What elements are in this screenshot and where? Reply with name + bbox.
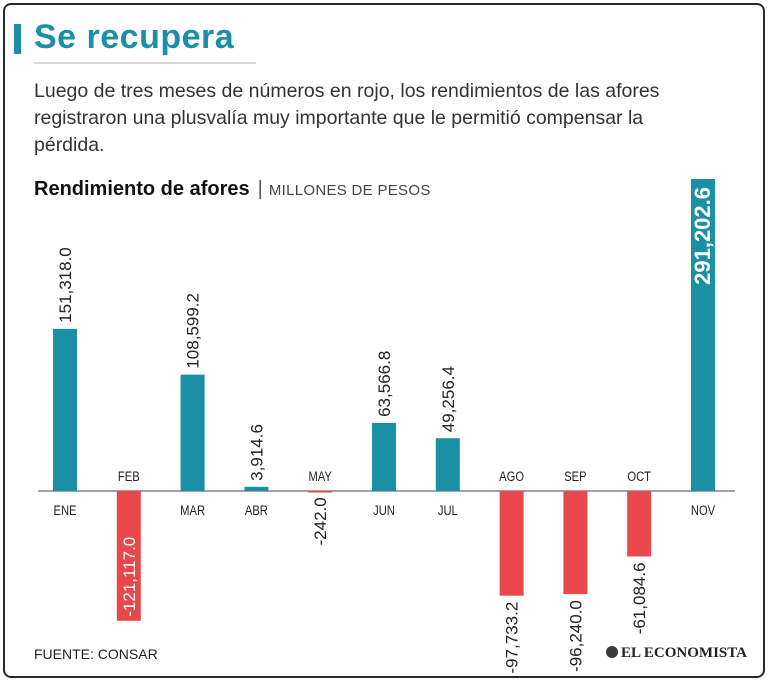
value-label: 49,256.4	[439, 366, 458, 432]
month-label: FEB	[118, 469, 140, 484]
chart-title-row: Rendimiento de afores | MILLONES DE PESOS	[34, 178, 431, 201]
title-separator: |	[257, 178, 263, 200]
bar	[627, 491, 652, 557]
month-label: SEP	[564, 469, 586, 484]
headline: Se recupera	[34, 18, 235, 56]
value-label: -61,084.6	[630, 562, 649, 634]
bar	[116, 491, 141, 621]
headline-divider	[34, 62, 256, 64]
bar	[499, 491, 524, 596]
bar	[244, 486, 269, 491]
month-label: MAR	[180, 503, 205, 518]
value-label: 108,599.2	[184, 293, 203, 369]
bar	[180, 374, 205, 491]
month-label: JUN	[373, 503, 395, 518]
bar	[563, 491, 588, 595]
value-label: 3,914.6	[247, 424, 266, 481]
month-label: ABR	[245, 503, 268, 518]
month-label: ENE	[54, 503, 77, 518]
title-accent-bar	[14, 24, 21, 54]
month-label: JUL	[438, 503, 458, 518]
intro-text: Luego de tres meses de números en rojo, …	[34, 80, 660, 156]
value-label: 63,566.8	[375, 351, 394, 417]
bar	[691, 179, 715, 491]
brand-name: EL ECONOMISTA	[621, 645, 747, 661]
bar	[308, 491, 333, 493]
value-label: -242.0	[311, 497, 330, 545]
logo-mark-icon	[606, 646, 618, 658]
month-label: AGO	[499, 469, 524, 484]
source-note: FUENTE: CONSAR	[34, 646, 158, 662]
chart-subtitle: MILLONES DE PESOS	[268, 182, 431, 199]
chart-title: Rendimiento de afores	[34, 178, 250, 200]
value-label: -121,117.0	[120, 537, 139, 617]
bar	[53, 328, 77, 491]
value-label: -96,240.0	[566, 600, 585, 672]
value-label: 151,318.0	[56, 247, 75, 323]
bar	[372, 422, 396, 491]
month-label: MAY	[308, 469, 332, 484]
month-label: NOV	[691, 503, 716, 518]
value-label: -97,733.2	[503, 602, 522, 674]
value-label: 291,202.6	[690, 187, 715, 285]
brand-logo: EL ECONOMISTA	[606, 645, 747, 662]
bar	[435, 438, 460, 491]
month-label: OCT	[627, 469, 651, 484]
